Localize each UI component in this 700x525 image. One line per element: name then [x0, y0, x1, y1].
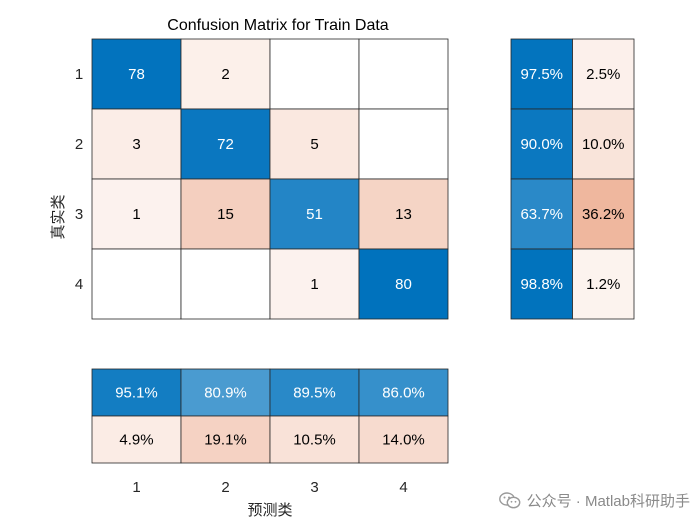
column-summary-value-1-2: 80.9%: [204, 385, 247, 402]
y-axis-label: 真实类: [49, 194, 67, 239]
row-summary-value-3-1: 63.7%: [520, 206, 563, 223]
column-summary-cell-1-2: [180, 368, 271, 417]
column-summary-value-2-2: 19.1%: [204, 432, 247, 449]
column-summary-value-1-1: 95.1%: [115, 385, 158, 402]
matrix-value-3-2: 15: [217, 206, 234, 223]
matrix-cell-2-4: [358, 108, 449, 180]
matrix-value-1-2: 2: [221, 66, 229, 83]
x-tick-label-2: 2: [221, 479, 229, 496]
row-summary-value-4-2: 1.2%: [586, 276, 620, 293]
row-summary-value-1-1: 97.5%: [520, 66, 563, 83]
y-tick-label-2: 2: [75, 136, 83, 153]
chart-title: Confusion Matrix for Train Data: [167, 17, 389, 34]
row-summary-cell-2-2: [572, 108, 635, 180]
watermark-text: 公众号 · Matlab科研助手: [526, 493, 690, 510]
row-summary-value-3-2: 36.2%: [582, 206, 625, 223]
column-summary-value-1-3: 89.5%: [293, 385, 336, 402]
column-summary-cell-2-2: [180, 415, 271, 464]
matrix-value-3-3: 51: [306, 206, 323, 223]
matrix-cell-4-1: [91, 248, 182, 320]
matrix-value-1-1: 78: [128, 66, 145, 83]
matrix-cell-1-2: [180, 38, 271, 110]
column-summary-cell-1-1: [91, 368, 182, 417]
row-summary-cell-3-1: [510, 178, 573, 250]
matrix-cell-2-2: [180, 108, 271, 180]
matrix-value-2-2: 72: [217, 136, 234, 153]
row-summary-cell-3-2: [572, 178, 635, 250]
column-summary-value-2-3: 10.5%: [293, 432, 336, 449]
matrix-cell-1-4: [358, 38, 449, 110]
x-axis-label: 预测类: [247, 501, 292, 519]
matrix-cell-4-4: [358, 248, 449, 320]
matrix-cell-4-3: [269, 248, 360, 320]
column-summary-cell-2-4: [358, 415, 449, 464]
x-tick-label-3: 3: [310, 479, 318, 496]
row-summary-value-4-1: 98.8%: [520, 276, 563, 293]
column-summary-cell-1-4: [358, 368, 449, 417]
row-summary-cell-1-1: [510, 38, 573, 110]
matrix-cell-2-3: [269, 108, 360, 180]
column-summary-value-2-4: 14.0%: [382, 432, 425, 449]
matrix-cell-3-1: [91, 178, 182, 250]
matrix-cell-1-3: [269, 38, 360, 110]
y-tick-label-4: 4: [75, 276, 83, 293]
column-summary-value-1-4: 86.0%: [382, 385, 425, 402]
row-summary-cell-4-1: [510, 248, 573, 320]
matrix-value-3-1: 1: [132, 206, 140, 223]
row-summary-value-2-1: 90.0%: [520, 136, 563, 153]
matrix-value-4-4: 80: [395, 276, 412, 293]
wechat-icon: [498, 492, 521, 509]
row-summary-value-1-2: 2.5%: [586, 66, 620, 83]
row-summary-cell-4-2: [572, 248, 635, 320]
matrix-cell-1-1: [91, 38, 182, 110]
matrix-value-4-3: 1: [310, 276, 318, 293]
x-tick-label-4: 4: [399, 479, 407, 496]
column-summary-value-2-1: 4.9%: [119, 432, 153, 449]
matrix-cell-2-1: [91, 108, 182, 180]
row-summary-value-2-2: 10.0%: [582, 136, 625, 153]
matrix-cell-3-3: [269, 178, 360, 250]
row-summary-cell-1-2: [572, 38, 635, 110]
watermark: 公众号 · Matlab科研助手: [498, 490, 690, 511]
column-summary-cell-1-3: [269, 368, 360, 417]
row-summary-cell-2-1: [510, 108, 573, 180]
y-tick-label-1: 1: [75, 66, 83, 83]
y-tick-label-3: 3: [75, 206, 83, 223]
x-tick-label-1: 1: [132, 479, 140, 496]
matrix-value-3-4: 13: [395, 206, 412, 223]
matrix-value-2-3: 5: [310, 136, 318, 153]
matrix-value-2-1: 3: [132, 136, 140, 153]
matrix-cell-4-2: [180, 248, 271, 320]
